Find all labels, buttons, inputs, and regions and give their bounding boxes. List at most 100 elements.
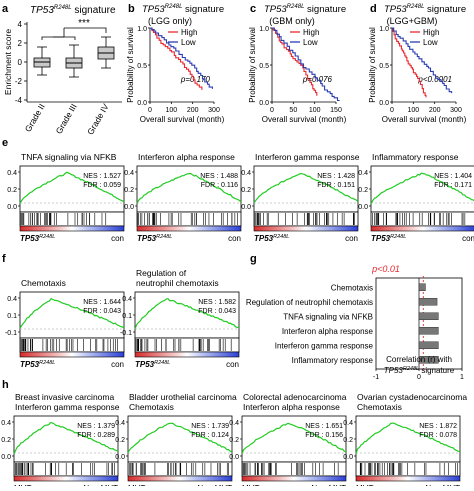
gsea-fdr: FDR : 0.156 [305, 432, 343, 439]
panel-a-ytick-label: 0 [18, 58, 23, 67]
panel-a-bracket-right [64, 27, 107, 33]
survival-ylabel: Probability of survival [368, 27, 377, 103]
survival-xlabel: Overall survival (month) [140, 115, 225, 124]
gsea-ytick-label: 0.4 [1, 420, 11, 427]
gsea-fdr: FDR : 0.116 [201, 182, 238, 189]
panel-a-bracket-mid [53, 36, 76, 40]
gsea-nes: NES : 1.644 [83, 299, 121, 306]
survival-curve-high [272, 27, 318, 96]
gsea-fdr: FDR : 0.171 [434, 182, 472, 189]
survival-ytick-label: 0.0 [137, 100, 147, 107]
gsea-title: neutrophil chemotaxis [136, 278, 219, 288]
survival-curve-low [150, 27, 213, 89]
legend-low-label: Low [303, 38, 318, 47]
gsea-enrichment-curve [19, 171, 125, 204]
panel-a-bracket-left [41, 36, 64, 40]
legend-low-label: Low [181, 38, 196, 47]
box-grade-iv [97, 36, 115, 69]
gsea-nes: NES : 1.488 [200, 173, 238, 180]
panel-a-ylabel: Enrichment score [3, 29, 13, 95]
survival-xtick-label: 50 [289, 107, 297, 114]
panel-a-significance: *** [78, 18, 90, 29]
gsea-plot: Chemotaxis 0.4 0.1 -0.1 NES : 1.644 FDR : 0.0… [5, 278, 125, 369]
gsea-ytick-label: 0.0 [7, 204, 17, 211]
panel-label-h: h [2, 379, 9, 391]
panel-g-category-label: Regulation of neutrophil chemotaxis [246, 298, 373, 307]
survival-xtick-label: 150 [330, 107, 342, 114]
legend-high-label: High [303, 28, 319, 37]
survival-ytick-label: 1.0 [259, 26, 269, 33]
survival-curve-high [392, 27, 427, 98]
gsea-ytick-label: 0.2 [7, 187, 17, 194]
panel-g-xtick-label: 1 [460, 374, 464, 381]
panel-g-xtick-label: 0 [417, 374, 421, 381]
gsea-enrichment-curve [253, 172, 359, 203]
gsea-right-label: con [111, 234, 124, 243]
gsea-rank-gradient [241, 475, 347, 482]
gsea-right-label: con [111, 360, 124, 369]
panel-g-bar-chart: p<0.01 Chemotaxis Regulation of neutrophi… [246, 264, 464, 381]
gsea-ytick-label: 0.4 [358, 170, 368, 177]
survival-xtick-label: 0 [270, 107, 274, 114]
gsea-ytick-label: 0.1 [7, 313, 17, 320]
survival-subtitle: (GBM only) [269, 16, 315, 26]
gsea-right-label: con [345, 234, 358, 243]
panel-label-b: b [128, 3, 135, 15]
gsea-left-label: TP53R248L [20, 234, 55, 243]
gsea-rank-gradient [370, 225, 474, 232]
gsea-ytick-label: 0.0 [1, 454, 11, 461]
gsea-title: Chemotaxis [129, 402, 174, 412]
panel-a-ytick-label: 4 [18, 20, 23, 29]
panel-label-a: a [2, 3, 9, 15]
survival-xtick-label: 100 [309, 107, 321, 114]
panel-label-e: e [2, 137, 8, 149]
survival-xlabel: Overall survival (month) [262, 115, 347, 124]
gsea-enrichment-curve [241, 422, 347, 454]
gsea-rank-gradient [19, 225, 125, 232]
gsea-left-label: TP53R248L [371, 234, 406, 243]
gsea-plot: TNFA signaling via NFKB 0.4 0.2 0.0 NES : 1.… [7, 152, 125, 243]
survival-ytick-label: 0.5 [259, 63, 269, 70]
gsea-enrichment-curve [136, 173, 242, 204]
gsea-rank-gradient [253, 225, 359, 232]
panel-g-category-label: TNFA signaling via NFKB [283, 312, 373, 321]
panel-label-d: d [370, 3, 377, 15]
gsea-title: Regulation of [136, 268, 187, 278]
gsea-left-label: TP53R248L [135, 360, 170, 369]
gsea-ytick-label: -0.1 [120, 330, 132, 337]
gsea-title: Chemotaxis [21, 278, 66, 288]
survival-curve-low [272, 27, 340, 102]
gsea-nes: NES : 1.404 [434, 173, 472, 180]
panel-g-xlabel-line2: TP53R248L signature [384, 366, 455, 375]
gsea-plot: Interferon gamma response 0.4 0.2 0.0 NES : … [241, 152, 359, 243]
gsea-enrichment-curve [13, 421, 119, 454]
survival-xtick-label: 100 [407, 107, 419, 114]
gsea-title: Interferon alpha response [243, 402, 340, 412]
gsea-rank-gradient [134, 351, 240, 358]
gsea-enrichment-curve [19, 297, 125, 329]
panel-g-bar [418, 341, 439, 349]
gsea-rank-gradient [19, 351, 125, 358]
gsea-fdr: FDR : 0.151 [317, 182, 355, 189]
panel-g-category-label: Chemotaxis [331, 283, 373, 292]
gsea-nes: NES : 1.739 [191, 423, 229, 430]
xtick-grade-ii: Grade II [23, 102, 47, 134]
gsea-title: Bladder urothelial carcinoma [129, 392, 237, 402]
gsea-fdr: FDR : 0.078 [419, 432, 457, 439]
box-grade-iii [65, 44, 83, 78]
gsea-enrichment-curve [127, 422, 233, 453]
gsea-nes: NES : 1.582 [198, 299, 236, 306]
survival-subtitle: (LGG+GBM) [387, 16, 438, 26]
gsea-enrichment-curve [355, 422, 461, 454]
survival-ytick-label: 0.0 [259, 100, 269, 107]
gsea-fdr: FDR : 0.289 [77, 432, 115, 439]
survival-ytick-label: 0.5 [379, 63, 389, 70]
gsea-left-label: TP53R248L [137, 234, 172, 243]
survival-ylabel: Probability of survival [126, 27, 135, 103]
survival-title: TP53R248L signature [384, 4, 466, 15]
